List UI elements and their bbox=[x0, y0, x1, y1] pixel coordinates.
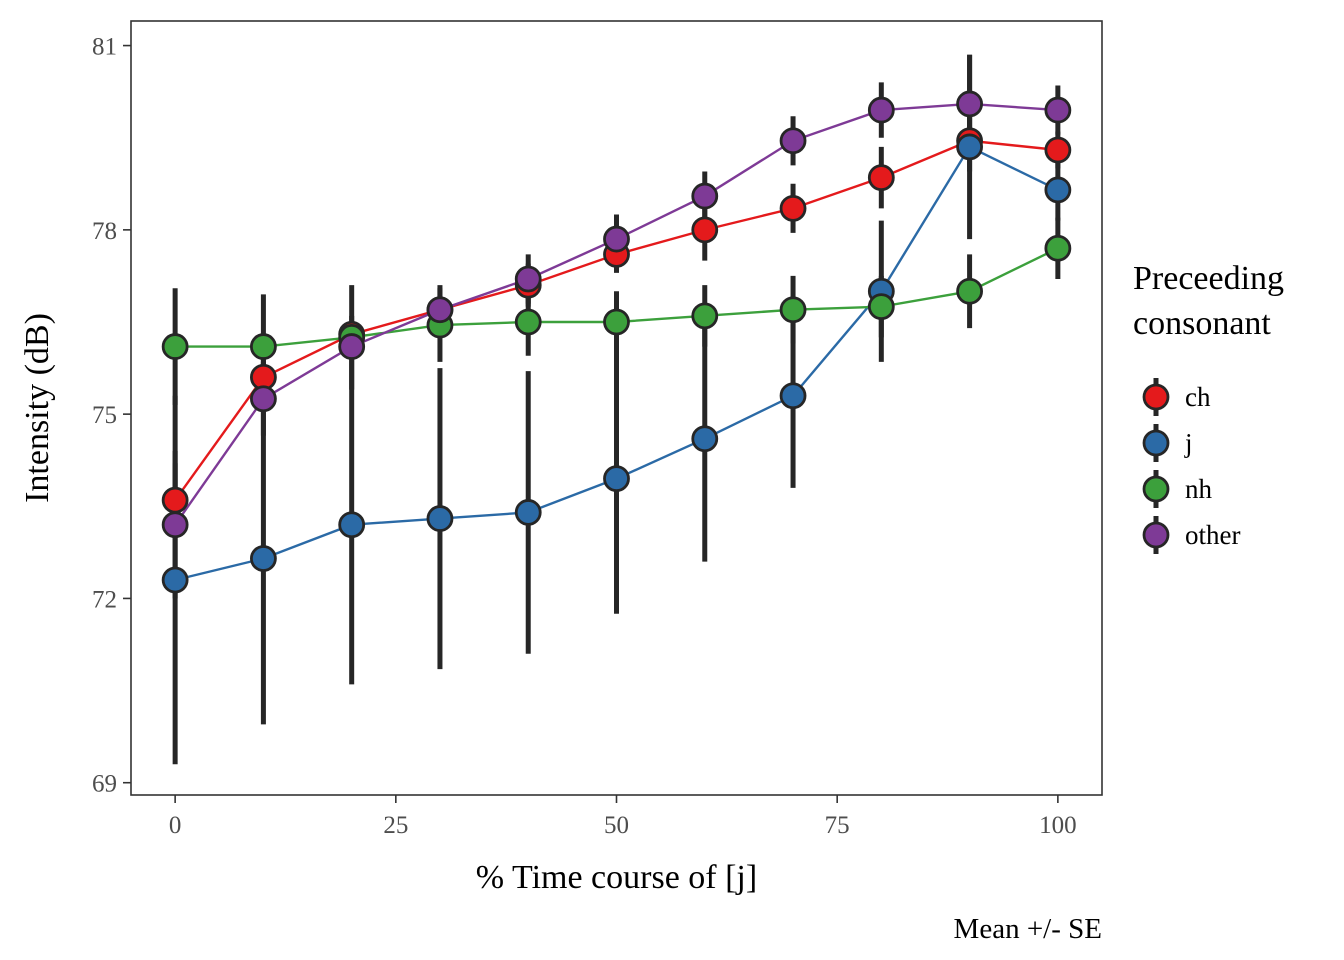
data-point-ch-0 bbox=[161, 486, 189, 514]
data-point-ch-80 bbox=[867, 164, 895, 192]
data-point-j-10 bbox=[250, 545, 277, 572]
data-point-j-20 bbox=[338, 511, 366, 539]
data-point-other-80 bbox=[867, 96, 895, 124]
data-point-other-0 bbox=[161, 511, 189, 539]
legend: Preceeding consonant ch j nh other bbox=[1133, 260, 1293, 554]
data-point-ch-60 bbox=[691, 216, 719, 244]
data-point-nh-50 bbox=[603, 308, 630, 336]
data-point-j-100 bbox=[1044, 176, 1072, 204]
data-point-j-30 bbox=[426, 505, 454, 532]
data-point-other-90 bbox=[956, 90, 983, 118]
data-point-nh-60 bbox=[691, 302, 719, 330]
data-point-nh-0 bbox=[161, 333, 189, 360]
data-point-other-60 bbox=[691, 182, 719, 210]
data-point-j-0 bbox=[161, 566, 189, 594]
data-point-other-70 bbox=[779, 127, 807, 155]
data-point-ch-100 bbox=[1044, 136, 1072, 164]
legend-key-point-nh bbox=[1142, 475, 1170, 503]
data-point-nh-70 bbox=[779, 296, 807, 324]
data-point-other-50 bbox=[603, 225, 630, 253]
data-point-nh-80 bbox=[867, 293, 895, 321]
x-tick-label-0: 0 bbox=[169, 812, 182, 839]
y-tick-label-75: 75 bbox=[92, 402, 117, 429]
caption: Mean +/- SE bbox=[954, 913, 1102, 945]
axes: 0 25 50 75 100 69 72 75 78 81 bbox=[92, 34, 1077, 839]
x-tick-label-25: 25 bbox=[383, 812, 408, 839]
data-point-ch-70 bbox=[779, 194, 807, 222]
data-point-other-40 bbox=[514, 265, 542, 293]
legend-label-ch: ch bbox=[1185, 382, 1211, 412]
y-axis-title: Intensity (dB) bbox=[19, 313, 56, 503]
plot-content bbox=[161, 54, 1072, 765]
legend-key-point-other bbox=[1142, 521, 1170, 549]
y-tick-label-72: 72 bbox=[92, 586, 117, 613]
data-point-other-30 bbox=[426, 296, 454, 324]
data-point-j-60 bbox=[691, 425, 719, 453]
x-tick-label-50: 50 bbox=[604, 812, 629, 839]
data-point-j-70 bbox=[779, 382, 807, 410]
legend-title: Preceeding consonant bbox=[1133, 260, 1293, 342]
data-point-j-50 bbox=[603, 465, 630, 493]
data-point-j-40 bbox=[514, 499, 542, 526]
data-point-j-90 bbox=[956, 133, 983, 161]
data-point-nh-100 bbox=[1044, 234, 1072, 262]
legend-keys: ch j nh other bbox=[1142, 378, 1240, 554]
data-point-other-100 bbox=[1044, 96, 1072, 124]
legend-title-line-2: consonant bbox=[1133, 305, 1271, 342]
data-point-other-20 bbox=[338, 333, 366, 360]
data-point-nh-90 bbox=[956, 277, 983, 305]
legend-key-point-j bbox=[1142, 429, 1170, 457]
y-tick-label-81: 81 bbox=[92, 34, 117, 61]
legend-label-nh: nh bbox=[1185, 474, 1213, 504]
data-point-nh-10 bbox=[250, 333, 277, 360]
x-tick-label-100: 100 bbox=[1039, 812, 1077, 839]
y-tick-label-78: 78 bbox=[92, 218, 117, 245]
x-tick-label-75: 75 bbox=[825, 812, 850, 839]
data-point-other-10 bbox=[250, 385, 277, 413]
legend-title-line-1: Preceeding bbox=[1133, 260, 1284, 297]
y-tick-label-69: 69 bbox=[92, 771, 117, 798]
data-point-nh-40 bbox=[514, 308, 542, 336]
legend-label-other: other bbox=[1185, 520, 1240, 550]
x-axis-title: % Time course of [j] bbox=[476, 859, 757, 896]
legend-label-j: j bbox=[1184, 428, 1193, 458]
series-points bbox=[161, 90, 1072, 594]
legend-key-point-ch bbox=[1142, 383, 1170, 411]
